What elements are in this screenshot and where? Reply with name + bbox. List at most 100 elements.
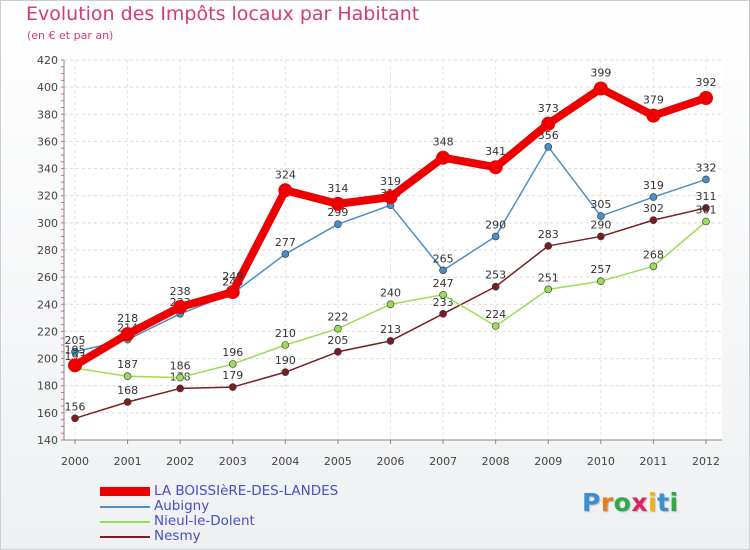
data-label: 222 xyxy=(327,311,348,324)
data-label: 247 xyxy=(433,277,454,290)
x-tick-label: 2006 xyxy=(377,455,405,468)
data-point xyxy=(334,347,342,356)
data-label: 251 xyxy=(538,271,559,284)
x-tick-label: 2010 xyxy=(587,455,615,468)
legend-swatch xyxy=(100,505,150,508)
data-point xyxy=(71,414,79,423)
data-point xyxy=(225,285,240,300)
data-point xyxy=(120,327,135,342)
data-point xyxy=(488,160,503,175)
data-label: 324 xyxy=(275,168,296,181)
chart-subtitle: (en € et par an) xyxy=(27,29,114,42)
data-label: 257 xyxy=(590,263,611,276)
data-point xyxy=(544,242,553,250)
data-point xyxy=(71,347,79,356)
data-label: 195 xyxy=(65,343,86,356)
proxiti-logo: Proxiti xyxy=(582,488,679,517)
data-point xyxy=(702,217,710,226)
legend-label: Nieul-le-Dolent xyxy=(154,513,255,529)
data-point xyxy=(173,300,188,314)
data-label: 224 xyxy=(485,308,506,321)
data-point xyxy=(228,383,237,391)
chart-legend: LA BOISSIèRE-DES-LANDES Aubigny Nieul-le-D… xyxy=(100,484,400,544)
data-point xyxy=(649,216,658,224)
x-tick-label: 2002 xyxy=(166,455,194,468)
y-tick-label: 320 xyxy=(37,190,58,203)
data-label: 314 xyxy=(327,182,348,195)
data-point xyxy=(439,309,447,318)
data-label: 290 xyxy=(590,218,611,231)
data-label: 240 xyxy=(380,286,401,299)
data-point xyxy=(491,322,500,330)
x-tick-label: 2001 xyxy=(114,455,142,468)
data-point xyxy=(646,108,661,123)
data-label: 268 xyxy=(643,248,664,261)
data-point xyxy=(176,384,184,393)
data-label: 311 xyxy=(696,190,717,203)
data-point xyxy=(491,282,500,291)
data-label: 283 xyxy=(538,228,559,241)
y-tick-label: 220 xyxy=(37,325,58,338)
y-tick-label: 300 xyxy=(37,217,58,230)
y-tick-label: 360 xyxy=(37,135,58,148)
data-point xyxy=(228,360,237,368)
data-point xyxy=(597,277,605,286)
y-tick-label: 380 xyxy=(37,108,58,121)
data-point xyxy=(123,398,132,406)
y-tick-label: 240 xyxy=(37,298,58,311)
data-point xyxy=(281,341,290,349)
x-tick-label: 2008 xyxy=(482,455,510,468)
data-point xyxy=(597,232,605,241)
data-label: 277 xyxy=(275,236,296,249)
data-label: 210 xyxy=(275,327,296,340)
y-tick-label: 420 xyxy=(37,54,58,67)
legend-item: LA BOISSIèRE-DES-LANDES xyxy=(100,484,400,499)
data-point xyxy=(699,91,713,105)
data-label: 305 xyxy=(590,198,611,211)
logo-letter: o xyxy=(613,488,632,517)
data-label: 196 xyxy=(222,346,243,359)
logo-letter: i xyxy=(669,488,679,517)
legend-swatch xyxy=(100,535,150,538)
data-label: 238 xyxy=(170,285,191,298)
data-label: 218 xyxy=(117,312,138,325)
gridlines xyxy=(64,59,722,441)
data-point xyxy=(334,220,342,229)
data-point xyxy=(597,212,605,220)
data-label: 168 xyxy=(117,384,138,397)
data-label: 332 xyxy=(696,161,717,174)
data-point xyxy=(123,372,132,381)
data-point xyxy=(702,204,710,212)
data-point xyxy=(383,190,398,205)
logo-letter: x xyxy=(631,488,648,517)
data-label: 187 xyxy=(117,358,138,371)
y-tick-label: 280 xyxy=(37,244,58,257)
data-point xyxy=(334,324,342,333)
logo-letter: P xyxy=(582,488,601,517)
y-tick-label: 260 xyxy=(37,271,58,284)
logo-letter: t xyxy=(657,488,670,517)
data-label: 205 xyxy=(65,334,86,347)
logo-letter: i xyxy=(648,488,658,517)
data-label: 301 xyxy=(696,204,717,217)
data-label: 233 xyxy=(433,296,454,309)
data-label: 299 xyxy=(327,206,348,219)
x-tick-label: 2009 xyxy=(534,455,562,468)
x-tick-label: 2012 xyxy=(692,455,720,468)
logo-letter: r xyxy=(600,488,614,517)
data-label: 392 xyxy=(696,76,717,89)
legend-label: Nesmy xyxy=(154,528,201,544)
data-label: 265 xyxy=(433,252,454,265)
legend-swatch xyxy=(100,520,150,523)
y-tick-label: 400 xyxy=(37,81,58,94)
data-label: 205 xyxy=(327,334,348,347)
legend-label: LA BOISSIèRE-DES-LANDES xyxy=(154,483,339,499)
data-point xyxy=(386,300,395,309)
x-tick-label: 2011 xyxy=(639,455,667,468)
legend-item: Nieul-le-Dolent xyxy=(100,514,400,529)
data-label: 190 xyxy=(275,354,296,367)
data-point xyxy=(68,358,82,373)
data-label: 302 xyxy=(643,202,664,215)
data-point xyxy=(176,373,184,382)
